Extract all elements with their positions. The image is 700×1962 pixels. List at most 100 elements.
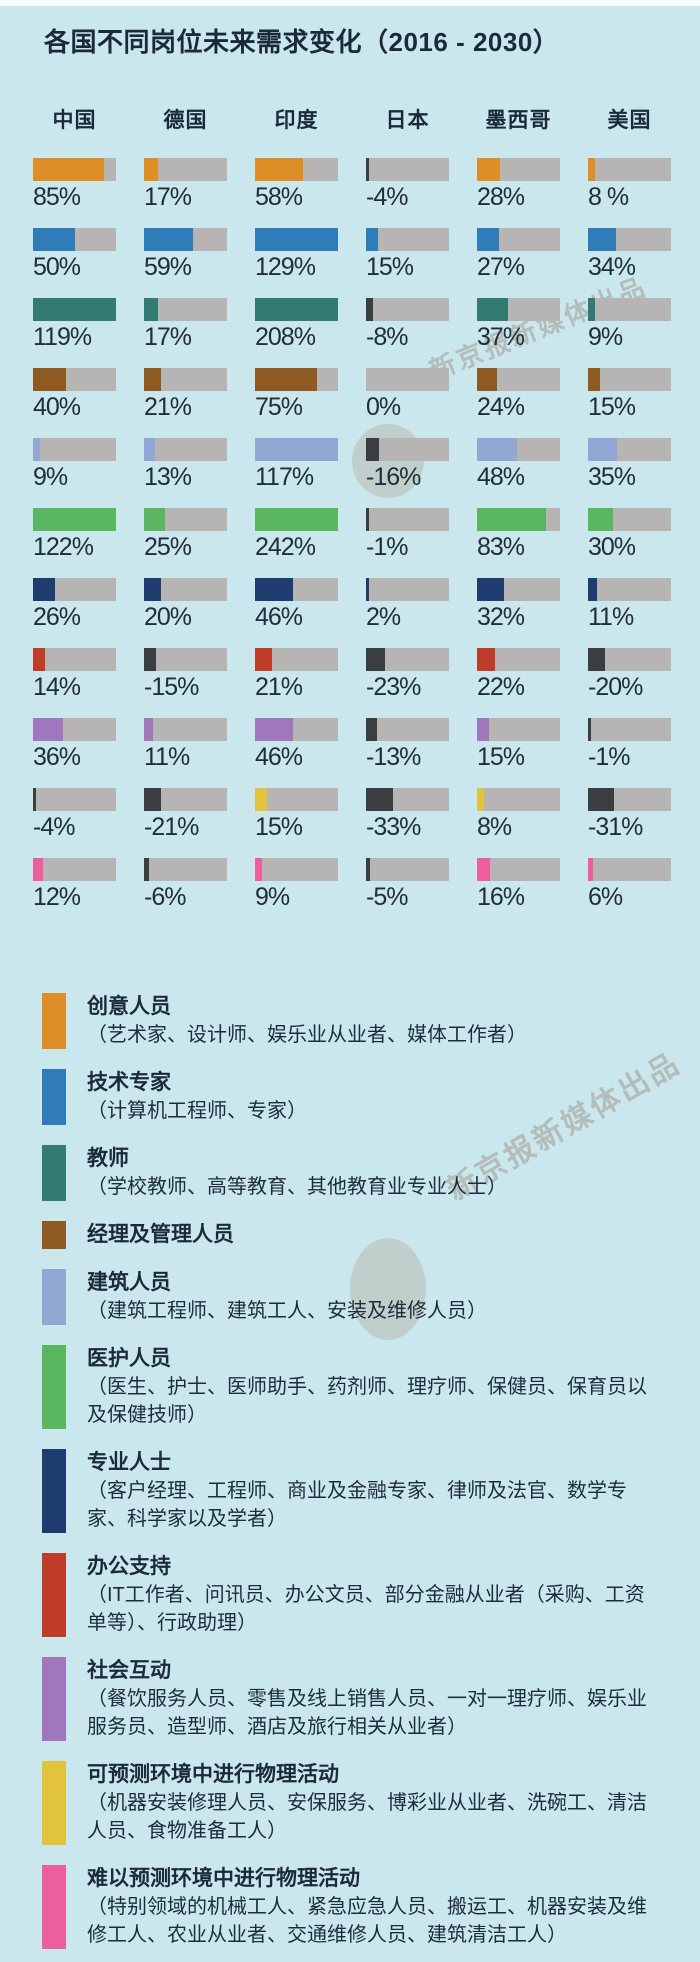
bar-value-label: 8% [477, 813, 512, 841]
bar-fill [255, 368, 318, 391]
legend-swatch [42, 1553, 66, 1637]
legend-text: 教师 （学校教师、高等教育、其他教育业专业人士） [87, 1145, 664, 1201]
bar-value-label: 36% [33, 743, 81, 771]
bar-track [255, 718, 338, 741]
bar-value-label: -8% [366, 323, 408, 351]
bar-cell: 9% [588, 298, 671, 351]
bar-track [255, 438, 338, 461]
bar-track [33, 718, 116, 741]
chart-row: 26% 20% 46% 2% 32% 11% [33, 578, 671, 631]
legend-desc: （餐饮服务人员、零售及线上销售人员、一对一理疗师、娱乐业服务员、造型师、酒店及旅… [87, 1688, 647, 1738]
bar-fill-negative [366, 158, 370, 181]
bar-value-label: -16% [366, 463, 421, 491]
bar-cell: 9% [33, 438, 116, 491]
bar-cell: 32% [477, 578, 560, 631]
bar-fill [477, 228, 500, 251]
bar-fill [33, 858, 43, 881]
bar-value-label: 14% [33, 673, 81, 701]
bar-cell: -1% [366, 508, 449, 561]
bar-track [144, 298, 227, 321]
bar-value-label: 48% [477, 463, 525, 491]
legend-item: 专业人士 （客户经理、工程师、商业及金融专家、律师及法官、数学专家、科学家以及学者… [42, 1449, 664, 1533]
bar-fill [477, 578, 504, 601]
bar-cell: -15% [144, 648, 227, 701]
bar-value-label: 34% [588, 253, 636, 281]
legend-item: 可预测环境中进行物理活动 （机器安装修理人员、安保服务、博彩业从业者、洗碗工、清洁… [42, 1761, 664, 1845]
legend-name: 办公支持 [87, 1555, 171, 1578]
bar-value-label: 11% [588, 603, 634, 631]
bar-track [33, 228, 116, 251]
legend-text: 社会互动 （餐饮服务人员、零售及线上销售人员、一对一理疗师、娱乐业服务员、造型师、… [87, 1657, 664, 1741]
bar-fill-negative [366, 438, 380, 461]
bar-track [477, 578, 560, 601]
legend-item: 建筑人员 （建筑工程师、建筑工人、安装及维修人员） [42, 1269, 664, 1325]
bar-value-label: 37% [477, 323, 525, 351]
bar-fill-negative [588, 718, 591, 741]
bar-value-label: 30% [588, 533, 636, 561]
bar-fill-negative [588, 648, 605, 671]
country-header: 中国 [52, 109, 97, 132]
bar-value-label: 8 % [588, 183, 629, 211]
chart-row: 14% -15% 21% -23% 22% -20% [33, 648, 671, 701]
bar-fill-negative [588, 788, 614, 811]
bar-cell: 20% [144, 578, 227, 631]
bar-fill [33, 298, 116, 321]
bar-track [477, 368, 560, 391]
bar-track [366, 228, 449, 251]
bar-cell: -8% [366, 298, 449, 351]
bar-track [33, 578, 116, 601]
bar-track [477, 508, 560, 531]
bar-cell: 15% [588, 368, 671, 421]
legend-name: 经理及管理人员 [87, 1223, 234, 1246]
bar-value-label: 25% [144, 533, 192, 561]
bar-cell: -23% [366, 648, 449, 701]
bar-cell: 58% [255, 158, 338, 211]
bar-track [144, 578, 227, 601]
bar-value-label: 242% [255, 533, 316, 561]
bar-fill-negative [366, 858, 371, 881]
bar-fill [588, 158, 595, 181]
bar-fill-negative [144, 788, 162, 811]
bar-fill [144, 298, 159, 321]
legend-desc: （客户经理、工程师、商业及金融专家、律师及法官、数学专家、科学家以及学者） [87, 1480, 627, 1530]
bar-fill [255, 298, 338, 321]
bar-cell: 50% [33, 228, 116, 281]
bar-fill [477, 718, 490, 741]
bar-cell: 22% [477, 648, 560, 701]
legend-item: 办公支持 （IT工作者、问讯员、办公文员、部分金融从业者（采购、工资单等）、行政助… [42, 1553, 664, 1637]
bar-cell: 30% [588, 508, 671, 561]
bar-fill [366, 578, 369, 601]
country-header: 美国 [607, 109, 652, 132]
bar-fill [588, 858, 593, 881]
bar-track [33, 368, 116, 391]
bar-track [477, 648, 560, 671]
bar-cell: 21% [255, 648, 338, 701]
bar-value-label: 21% [144, 393, 192, 421]
bar-cell: 21% [144, 368, 227, 421]
bar-value-label: 46% [255, 743, 303, 771]
bar-cell: 6% [588, 858, 671, 911]
bar-value-label: 22% [477, 673, 525, 701]
bar-track [588, 788, 671, 811]
legend-swatch [42, 1269, 66, 1325]
legend-swatch [42, 1865, 66, 1949]
bar-value-label: 20% [144, 603, 192, 631]
bar-track [588, 298, 671, 321]
bar-cell: 37% [477, 298, 560, 351]
bar-track [588, 158, 671, 181]
bar-value-label: 15% [366, 253, 414, 281]
bar-track [588, 578, 671, 601]
bar-track [33, 788, 116, 811]
bar-value-label: 117% [255, 463, 314, 491]
legend-text: 经理及管理人员 [87, 1221, 664, 1249]
bar-value-label: 59% [144, 253, 192, 281]
bar-value-label: 6% [588, 883, 623, 911]
bar-cell: 27% [477, 228, 560, 281]
bar-fill-negative [366, 718, 377, 741]
bar-cell: -6% [144, 858, 227, 911]
bar-cell: 85% [33, 158, 116, 211]
legend-item: 经理及管理人员 [42, 1221, 664, 1249]
bar-fill [255, 158, 304, 181]
bar-cell: 15% [366, 228, 449, 281]
legend-desc: （医生、护士、医师助手、药剂师、理疗师、保健员、保育员以及保健技师） [87, 1376, 647, 1426]
